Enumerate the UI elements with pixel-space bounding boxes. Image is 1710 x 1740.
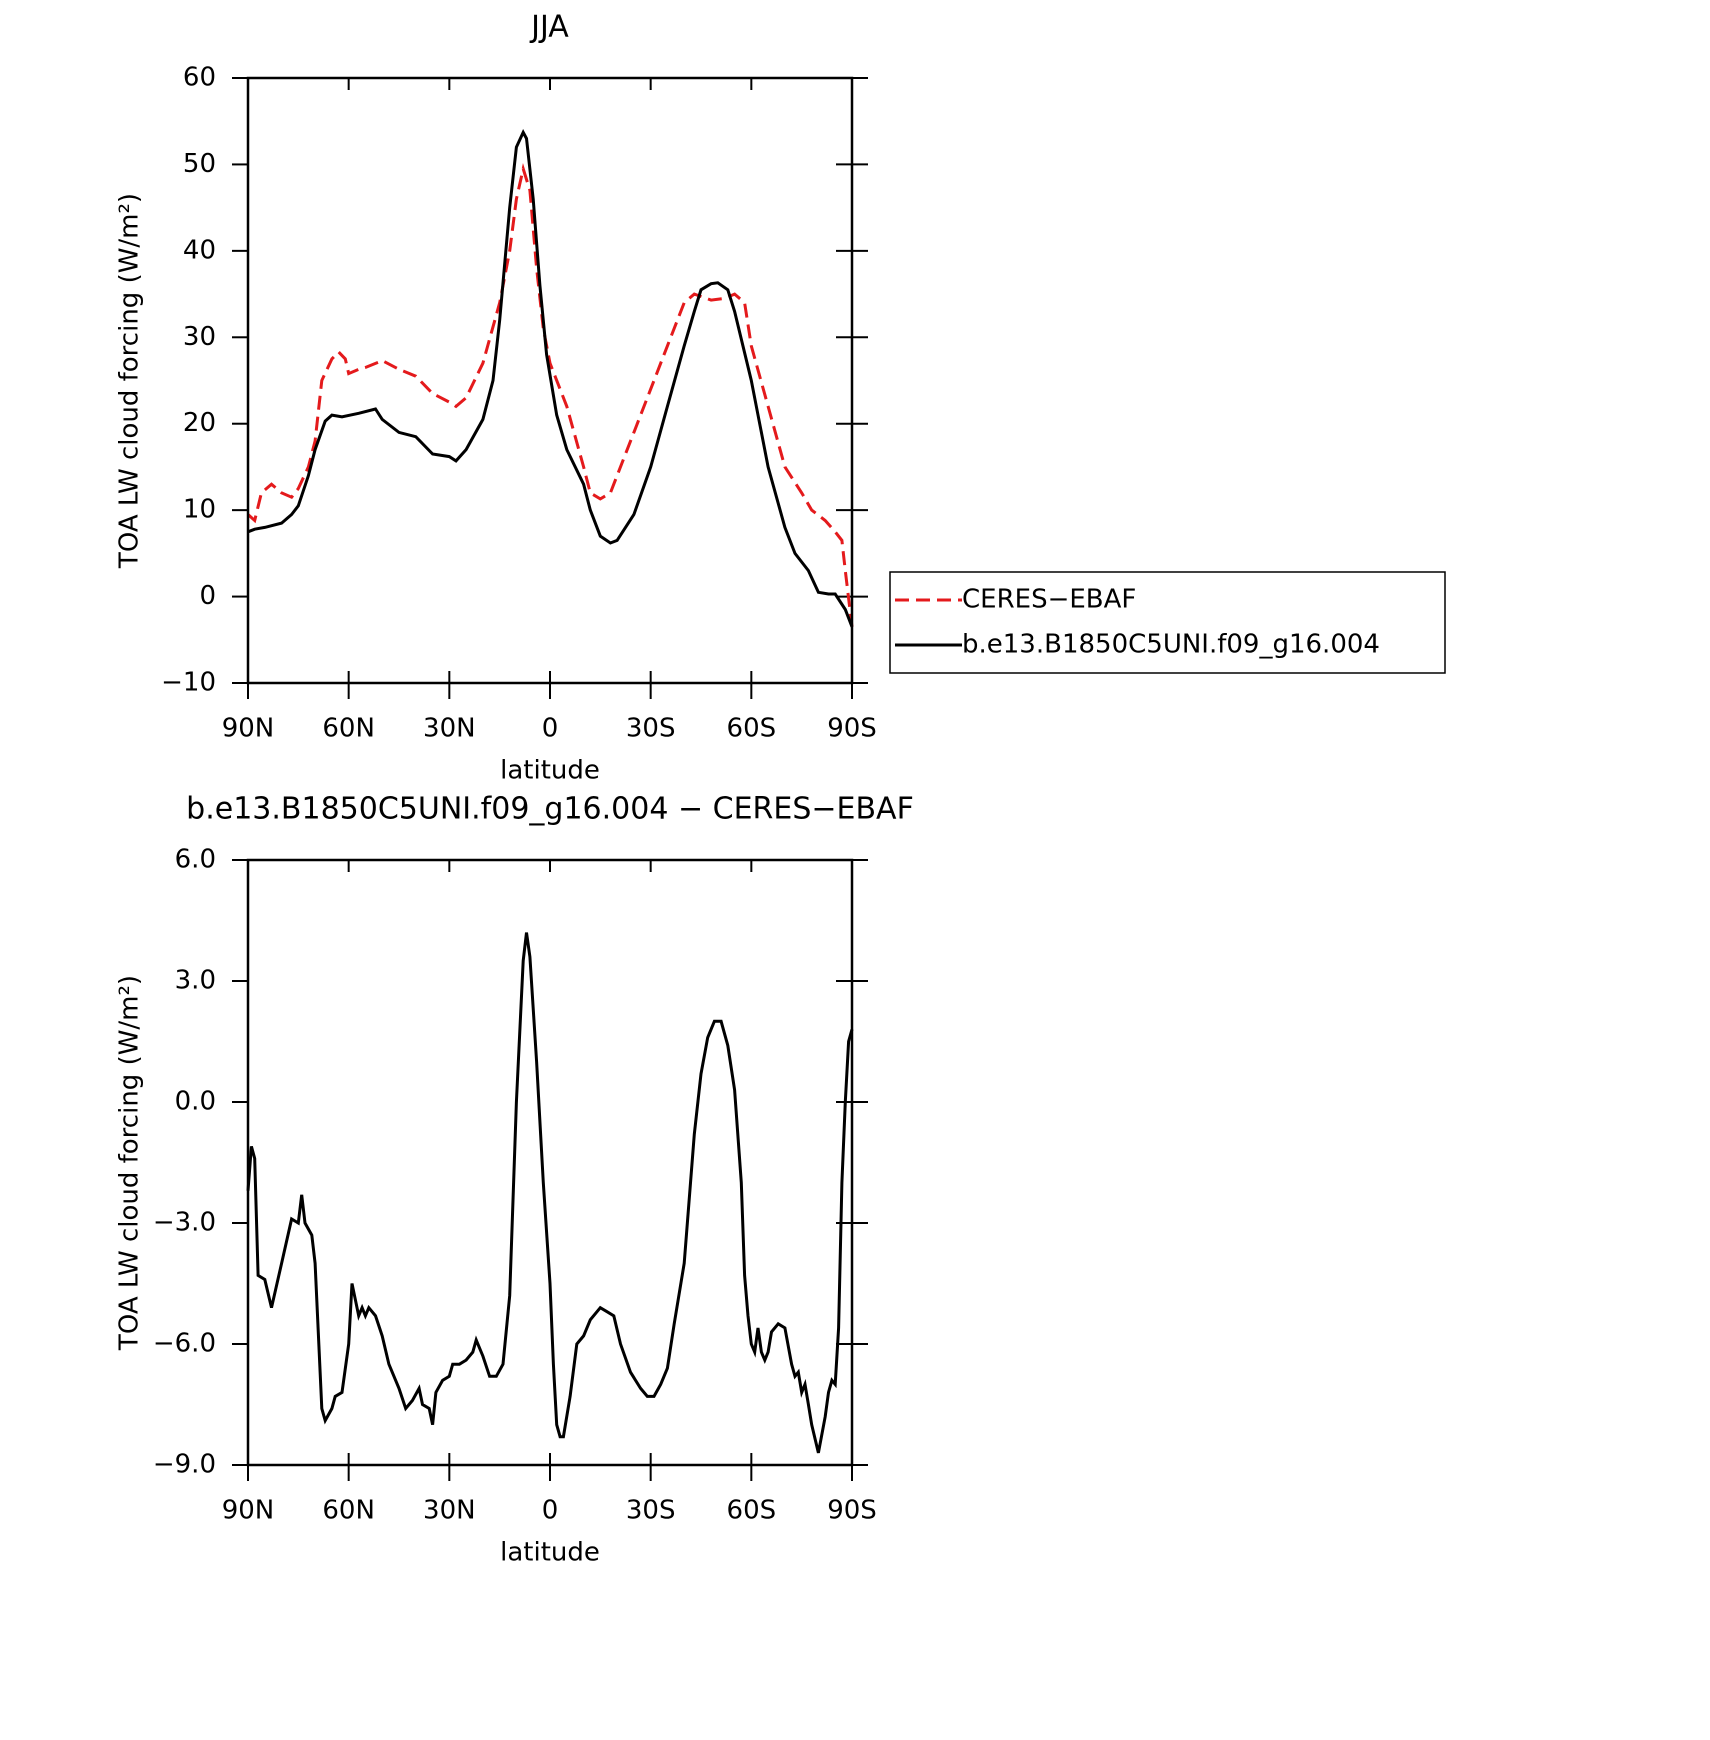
y-tick-label: 30: [183, 322, 216, 352]
x-axis-label: latitude: [500, 756, 600, 786]
chart-title: b.e13.B1850C5UNI.f09_g16.004 − CERES−EBA…: [186, 792, 914, 827]
y-tick-label: −3.0: [153, 1208, 216, 1238]
plot-frame: [246, 76, 854, 685]
y-axis-label: TOA LW cloud forcing (W/m²): [115, 975, 145, 1351]
y-tick-label: −9.0: [153, 1450, 216, 1480]
x-tick-label: 30S: [626, 1496, 676, 1526]
x-tick-label: 60N: [322, 1496, 375, 1526]
y-tick-label: 0: [199, 581, 216, 611]
x-tick-label: 30N: [423, 1496, 476, 1526]
y-tick-label: 3.0: [175, 966, 216, 996]
x-tick-label: 60S: [727, 1496, 777, 1526]
y-tick-label: 60: [183, 63, 216, 93]
legend-label: CERES−EBAF: [962, 585, 1136, 615]
y-tick-label: 20: [183, 408, 216, 438]
y-tick-label: −6.0: [153, 1329, 216, 1359]
x-tick-label: 60N: [322, 714, 375, 744]
y-tick-label: 40: [183, 235, 216, 265]
x-tick-label: 90N: [222, 714, 275, 744]
y-axis-label: TOA LW cloud forcing (W/m²): [115, 193, 145, 569]
y-tick-label: −10: [161, 668, 216, 698]
x-tick-label: 0: [542, 1496, 559, 1526]
plot-frame: [246, 858, 854, 1467]
data-line: [246, 162, 854, 627]
y-tick-label: 10: [183, 495, 216, 525]
x-axis-label: latitude: [500, 1538, 600, 1568]
x-tick-label: 0: [542, 714, 559, 744]
x-tick-label: 60S: [727, 714, 777, 744]
legend-label: b.e13.B1850C5UNI.f09_g16.004: [962, 630, 1380, 660]
data-line: [247, 129, 854, 628]
y-tick-label: 6.0: [175, 845, 216, 875]
x-tick-label: 30N: [423, 714, 476, 744]
x-tick-label: 30S: [626, 714, 676, 744]
x-tick-label: 90S: [827, 714, 877, 744]
y-tick-label: 0.0: [175, 1087, 216, 1117]
chart-title: JJA: [529, 10, 569, 45]
legend-box: [889, 571, 1446, 674]
y-tick-label: 50: [183, 149, 216, 179]
x-tick-label: 90N: [222, 1496, 275, 1526]
data-line: [246, 932, 854, 1454]
x-tick-label: 90S: [827, 1496, 877, 1526]
